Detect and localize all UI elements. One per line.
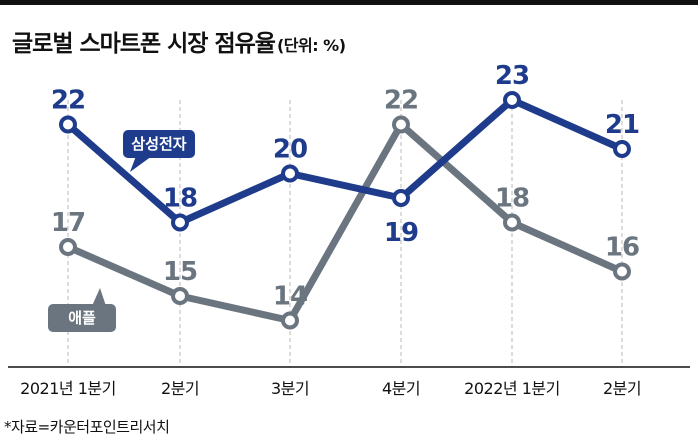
series-line-apple bbox=[64, 121, 626, 324]
data-label-apple: 14 bbox=[273, 282, 307, 312]
data-point-apple bbox=[59, 238, 77, 256]
x-tick-label: 4분기 bbox=[382, 379, 420, 398]
series-name-apple: 애플 bbox=[68, 309, 96, 327]
data-point-samsung bbox=[171, 213, 189, 232]
top-rule bbox=[0, 0, 698, 5]
x-tick-label: 2021년 1분기 bbox=[20, 379, 116, 398]
data-point-samsung bbox=[613, 140, 631, 158]
data-label-apple: 17 bbox=[51, 208, 85, 238]
data-label-apple: 22 bbox=[384, 86, 418, 116]
chart-title: 글로벌 스마트폰 시장 점유율 bbox=[12, 31, 276, 57]
data-point-samsung bbox=[503, 91, 521, 109]
data-point-samsung bbox=[392, 189, 410, 207]
data-point-apple bbox=[613, 262, 631, 281]
data-point-apple bbox=[281, 311, 299, 330]
data-label-apple: 18 bbox=[495, 184, 529, 214]
data-point-samsung bbox=[281, 164, 299, 183]
data-label-samsung: 20 bbox=[273, 135, 307, 165]
chart-unit: (단위: %) bbox=[276, 36, 346, 55]
callout-samsung bbox=[123, 130, 195, 158]
source-note: *자료=카운터포인트리서치 bbox=[4, 418, 170, 436]
chart-title-block: 글로벌 스마트폰 시장 점유율 (단위: %) bbox=[12, 24, 346, 58]
x-tick-label: 3분기 bbox=[271, 379, 309, 398]
x-tick-label: 2분기 bbox=[603, 379, 641, 398]
callout-tail-samsung bbox=[130, 156, 152, 172]
data-label-samsung: 18 bbox=[163, 184, 197, 214]
series-name-samsung: 삼성전자 bbox=[131, 135, 186, 153]
data-label-samsung: 21 bbox=[605, 110, 639, 140]
data-point-samsung bbox=[59, 115, 77, 134]
data-label-apple: 15 bbox=[163, 257, 197, 287]
data-point-apple bbox=[503, 213, 521, 232]
data-label-samsung: 19 bbox=[384, 218, 418, 248]
x-tick-label: 2분기 bbox=[161, 379, 199, 398]
data-label-apple: 16 bbox=[605, 233, 639, 263]
callout-apple bbox=[48, 304, 116, 332]
data-label-samsung: 22 bbox=[51, 86, 85, 116]
data-point-apple bbox=[171, 287, 189, 305]
x-tick-label: 2022년 1분기 bbox=[464, 379, 560, 398]
data-label-samsung: 23 bbox=[495, 61, 529, 91]
series-line-samsung bbox=[64, 96, 626, 226]
data-point-apple bbox=[392, 115, 410, 134]
callout-tail-apple bbox=[92, 288, 106, 306]
